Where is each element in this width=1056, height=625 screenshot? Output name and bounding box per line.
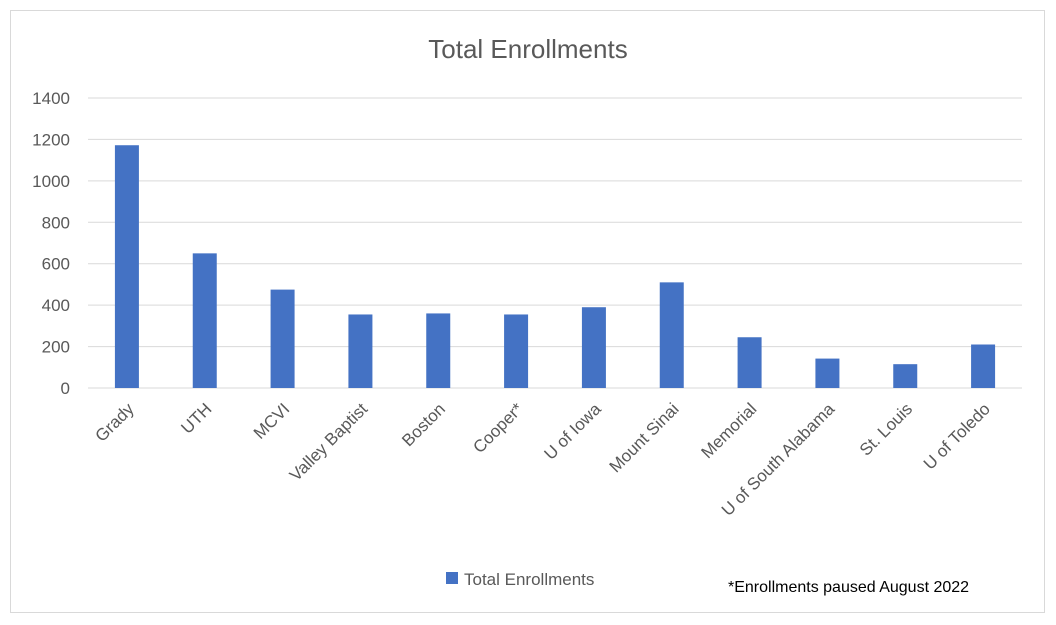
y-axis-ticks: 0 200 400 600 800 1000 1200 1400 xyxy=(32,89,70,398)
x-tick-label: UTH xyxy=(177,399,215,437)
x-tick-label: Cooper* xyxy=(469,399,527,457)
bar xyxy=(581,307,606,388)
footnote: *Enrollments paused August 2022 xyxy=(728,579,969,596)
y-tick-label: 1400 xyxy=(32,89,70,108)
bar xyxy=(815,358,840,388)
y-tick-label: 600 xyxy=(42,255,70,274)
y-tick-label: 400 xyxy=(42,296,70,315)
y-tick-label: 800 xyxy=(42,213,70,232)
bar xyxy=(114,145,139,388)
chart-title: Total Enrollments xyxy=(428,34,627,64)
x-tick-label: U of Toledo xyxy=(920,399,994,473)
bar xyxy=(893,364,918,388)
legend-swatch xyxy=(446,572,458,584)
x-tick-label: Mount Sinai xyxy=(606,399,683,476)
x-tick-label: Boston xyxy=(398,399,449,450)
x-tick-label: St. Louis xyxy=(856,399,916,459)
y-tick-label: 0 xyxy=(61,379,70,398)
legend-label: Total Enrollments xyxy=(464,570,594,589)
gridlines xyxy=(88,97,1022,389)
bars xyxy=(114,145,996,388)
bar xyxy=(737,337,762,388)
y-tick-label: 1000 xyxy=(32,172,70,191)
bar xyxy=(504,314,529,388)
legend: Total Enrollments xyxy=(446,570,594,589)
x-tick-label: MCVI xyxy=(250,399,293,442)
x-tick-label: Valley Baptist xyxy=(286,399,372,485)
y-tick-label: 1200 xyxy=(32,130,70,149)
bar xyxy=(971,344,996,388)
x-tick-label: U of Iowa xyxy=(541,399,606,464)
bar xyxy=(426,313,451,388)
x-tick-label: Grady xyxy=(92,399,139,446)
bar xyxy=(659,282,684,388)
bar xyxy=(270,289,295,388)
x-tick-label: Memorial xyxy=(698,399,761,462)
y-tick-label: 200 xyxy=(42,338,70,357)
bar xyxy=(192,253,217,388)
chart-frame xyxy=(10,10,1045,613)
bar xyxy=(348,314,373,388)
